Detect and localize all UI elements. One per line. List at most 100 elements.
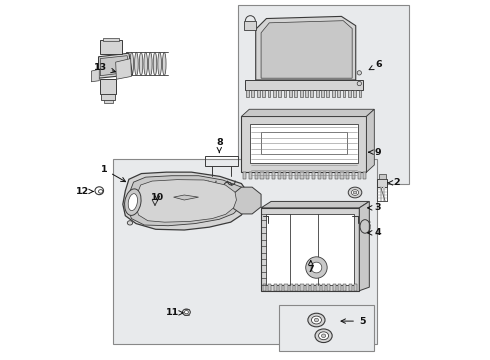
Ellipse shape (163, 52, 166, 76)
Bar (338, 284, 341, 291)
Bar (101, 94, 115, 100)
Bar (305, 90, 308, 97)
Bar (346, 172, 349, 179)
Bar (289, 90, 292, 97)
Bar (277, 172, 281, 179)
Ellipse shape (125, 52, 129, 76)
Bar (352, 172, 355, 179)
Bar (312, 172, 315, 179)
Ellipse shape (312, 316, 321, 324)
Bar (245, 80, 363, 90)
Bar (348, 90, 351, 97)
Bar (327, 284, 330, 291)
Polygon shape (242, 109, 374, 116)
Polygon shape (92, 69, 99, 82)
Ellipse shape (351, 190, 359, 195)
Bar (377, 179, 387, 187)
Text: 8: 8 (216, 138, 222, 153)
Ellipse shape (124, 189, 141, 215)
Bar (348, 284, 352, 291)
Ellipse shape (144, 52, 147, 76)
Bar (294, 172, 298, 179)
Bar (323, 172, 326, 179)
Text: 11: 11 (166, 309, 183, 318)
Bar (103, 38, 119, 41)
Text: 3: 3 (368, 203, 381, 212)
Bar (246, 90, 249, 97)
Bar (261, 208, 359, 291)
Bar (335, 172, 338, 179)
Ellipse shape (321, 334, 326, 338)
Ellipse shape (314, 318, 319, 322)
Text: 5: 5 (341, 316, 366, 325)
Ellipse shape (311, 262, 322, 273)
Polygon shape (261, 202, 369, 208)
Bar (243, 172, 246, 179)
Bar (263, 284, 266, 291)
Ellipse shape (308, 313, 325, 327)
Bar (306, 284, 309, 291)
Bar (337, 90, 340, 97)
Bar (238, 5, 409, 184)
Ellipse shape (315, 329, 332, 342)
Bar (113, 158, 377, 344)
Polygon shape (128, 176, 245, 226)
Bar (322, 284, 325, 291)
Bar (290, 284, 293, 291)
Text: 2: 2 (388, 178, 400, 187)
Bar (358, 172, 361, 179)
Polygon shape (245, 21, 256, 30)
Bar (279, 284, 282, 291)
Ellipse shape (182, 309, 190, 315)
Bar (310, 90, 313, 97)
Bar (242, 116, 367, 172)
Ellipse shape (353, 191, 357, 194)
Bar (103, 100, 113, 103)
Text: 9: 9 (369, 148, 382, 157)
Bar (343, 90, 345, 97)
Polygon shape (173, 195, 198, 200)
Bar (255, 172, 258, 179)
Ellipse shape (127, 221, 133, 225)
Bar (326, 90, 329, 97)
Polygon shape (256, 17, 356, 80)
Text: 7: 7 (307, 260, 314, 274)
Bar (251, 90, 254, 97)
Bar (363, 172, 367, 179)
Bar (100, 40, 122, 54)
Text: 12: 12 (76, 187, 93, 196)
Polygon shape (116, 59, 131, 79)
Bar (300, 172, 304, 179)
Ellipse shape (153, 52, 157, 76)
Bar (268, 284, 271, 291)
Bar (289, 172, 292, 179)
Bar (333, 284, 336, 291)
Polygon shape (261, 21, 352, 78)
Bar (273, 90, 276, 97)
Bar (318, 172, 321, 179)
Ellipse shape (148, 52, 152, 76)
Bar (279, 305, 373, 351)
Polygon shape (234, 187, 261, 214)
Text: 10: 10 (151, 193, 164, 202)
Bar (260, 172, 264, 179)
Bar (267, 214, 354, 285)
Bar (284, 284, 288, 291)
Ellipse shape (184, 311, 188, 314)
Bar (316, 90, 318, 97)
Ellipse shape (348, 187, 362, 198)
Bar (278, 90, 281, 97)
Ellipse shape (357, 71, 362, 75)
Ellipse shape (306, 257, 327, 278)
Bar (341, 172, 343, 179)
Bar (300, 284, 304, 291)
Bar (300, 90, 302, 97)
Bar (261, 132, 347, 154)
Bar (343, 284, 346, 291)
Bar (332, 90, 335, 97)
Bar (329, 172, 332, 179)
Ellipse shape (158, 52, 161, 76)
Bar (353, 90, 356, 97)
Bar (379, 174, 386, 179)
Bar (249, 172, 252, 179)
